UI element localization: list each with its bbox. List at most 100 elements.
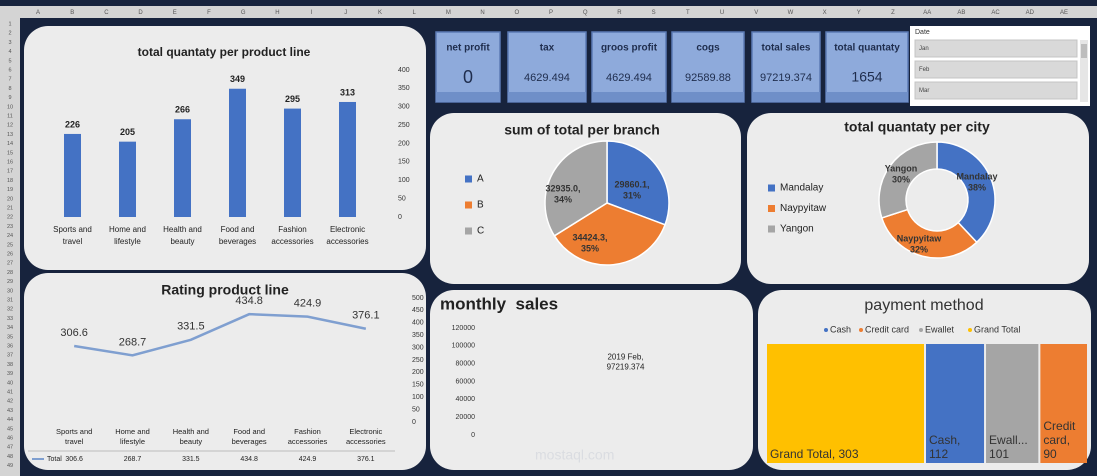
column-header: M	[446, 10, 451, 16]
row-header: 33	[7, 316, 13, 322]
column-header: N	[480, 10, 484, 16]
kpi-value: 97219.374	[760, 72, 812, 84]
legend-swatch	[465, 227, 472, 235]
row-header: 43	[7, 408, 13, 414]
table-value: 424.9	[299, 456, 317, 463]
kpi-card-shade	[508, 92, 586, 102]
column-header: J	[344, 10, 347, 16]
kpi-value: 4629.494	[606, 72, 652, 84]
column-header: I	[311, 10, 313, 16]
data-label: 349	[230, 74, 245, 84]
data-label: 424.9	[294, 298, 322, 310]
table-value: 376.1	[357, 456, 375, 463]
row-header: 31	[7, 297, 13, 303]
legend-label: A	[477, 174, 484, 185]
row-header: 42	[7, 399, 13, 405]
kpi-value: 1654	[851, 69, 882, 85]
data-label: 376.1	[352, 310, 380, 322]
y-tick-label: 0	[412, 419, 416, 426]
y-tick-label: 350	[412, 332, 424, 339]
doughnut-slice	[880, 208, 978, 259]
kpi-card	[507, 31, 587, 103]
row-header: 35	[7, 334, 13, 340]
kpi-card	[671, 31, 745, 103]
legend-marker	[968, 328, 972, 332]
legend-swatch	[768, 225, 775, 233]
slicer-item-label: Feb	[919, 67, 930, 73]
panel	[430, 290, 753, 470]
slicer-item[interactable]	[914, 60, 1078, 79]
slicer-item[interactable]	[914, 81, 1078, 100]
data-label: 313	[340, 87, 355, 97]
legend-marker	[859, 328, 863, 332]
column-header: AB	[957, 10, 965, 16]
slicer-item[interactable]	[914, 39, 1078, 58]
legend-label: Mandalay	[780, 183, 823, 194]
table-value: 268.7	[124, 456, 142, 463]
slicer-scrollbar	[1080, 40, 1088, 102]
chart-title: total quantaty per product line	[138, 45, 311, 59]
column-header: AE	[1060, 10, 1068, 16]
doughnut-slice	[936, 141, 996, 244]
row-header: 6	[8, 67, 11, 73]
row-header: 15	[7, 150, 13, 156]
row-header: 19	[7, 187, 13, 193]
row-header-bar	[0, 18, 20, 476]
legend-marker	[824, 328, 828, 332]
data-label: 306.6	[60, 327, 88, 339]
x-tick-label: Food and beverages	[232, 427, 267, 446]
y-tick-label: 500	[412, 295, 424, 302]
x-tick-label: Electronic accessories	[346, 427, 386, 446]
row-header: 17	[7, 169, 13, 175]
row-header: 46	[7, 435, 13, 441]
row-header: 37	[7, 353, 13, 359]
pie-slice	[553, 202, 667, 266]
chart-title: payment method	[864, 297, 983, 314]
column-header: H	[275, 10, 279, 16]
data-label: Credit card, 90	[1043, 419, 1076, 461]
column-header: W	[788, 10, 794, 16]
x-tick-label: Health and beauty	[163, 225, 202, 246]
column-header: S	[652, 10, 656, 16]
data-label: 29860.1, 31%	[614, 180, 649, 201]
data-label: 205	[120, 127, 135, 137]
y-tick-label: 350	[398, 85, 410, 92]
column-header: AA	[923, 10, 931, 16]
data-label: 32935.0, 34%	[545, 184, 580, 205]
row-header: 14	[7, 141, 13, 147]
data-label: 2019 Feb, 97219.374	[607, 352, 645, 371]
x-tick-label: Home and lifestyle	[109, 225, 146, 246]
row-header: 25	[7, 242, 13, 248]
row-header: 40	[7, 380, 13, 386]
kpi-label: cogs	[696, 43, 720, 54]
row-header: 44	[7, 417, 13, 423]
kpi-card-shade	[592, 92, 666, 102]
row-header: 48	[7, 454, 13, 460]
y-tick-label: 100000	[452, 343, 475, 350]
column-header: Y	[857, 10, 861, 16]
y-tick-label: 50	[398, 195, 406, 202]
kpi-label: total quantaty	[834, 43, 900, 54]
table-value: 306.6	[65, 456, 83, 463]
y-tick-label: 120000	[452, 325, 475, 332]
column-header: K	[378, 10, 382, 16]
watermark: mostaql.com	[535, 447, 614, 463]
y-tick-label: 50	[412, 406, 420, 413]
column-header: Z	[891, 10, 895, 16]
y-tick-label: 150	[398, 159, 410, 166]
x-tick-label: Sports and travel	[56, 427, 92, 446]
treemap-cell	[767, 344, 924, 463]
bar	[339, 101, 356, 217]
kpi-card	[591, 31, 667, 103]
column-header: G	[241, 10, 246, 16]
legend-label: Cash	[830, 324, 851, 334]
legend-label: Naypyitaw	[780, 203, 827, 214]
x-tick-label: Food and beverages	[219, 225, 256, 246]
kpi-card-shade	[826, 92, 908, 102]
legend-swatch	[768, 184, 775, 192]
data-label: Naypyitaw 32%	[897, 234, 943, 255]
treemap-cell	[926, 344, 985, 463]
row-header: 41	[7, 389, 13, 395]
y-tick-label: 300	[412, 344, 424, 351]
row-header: 11	[7, 113, 13, 119]
